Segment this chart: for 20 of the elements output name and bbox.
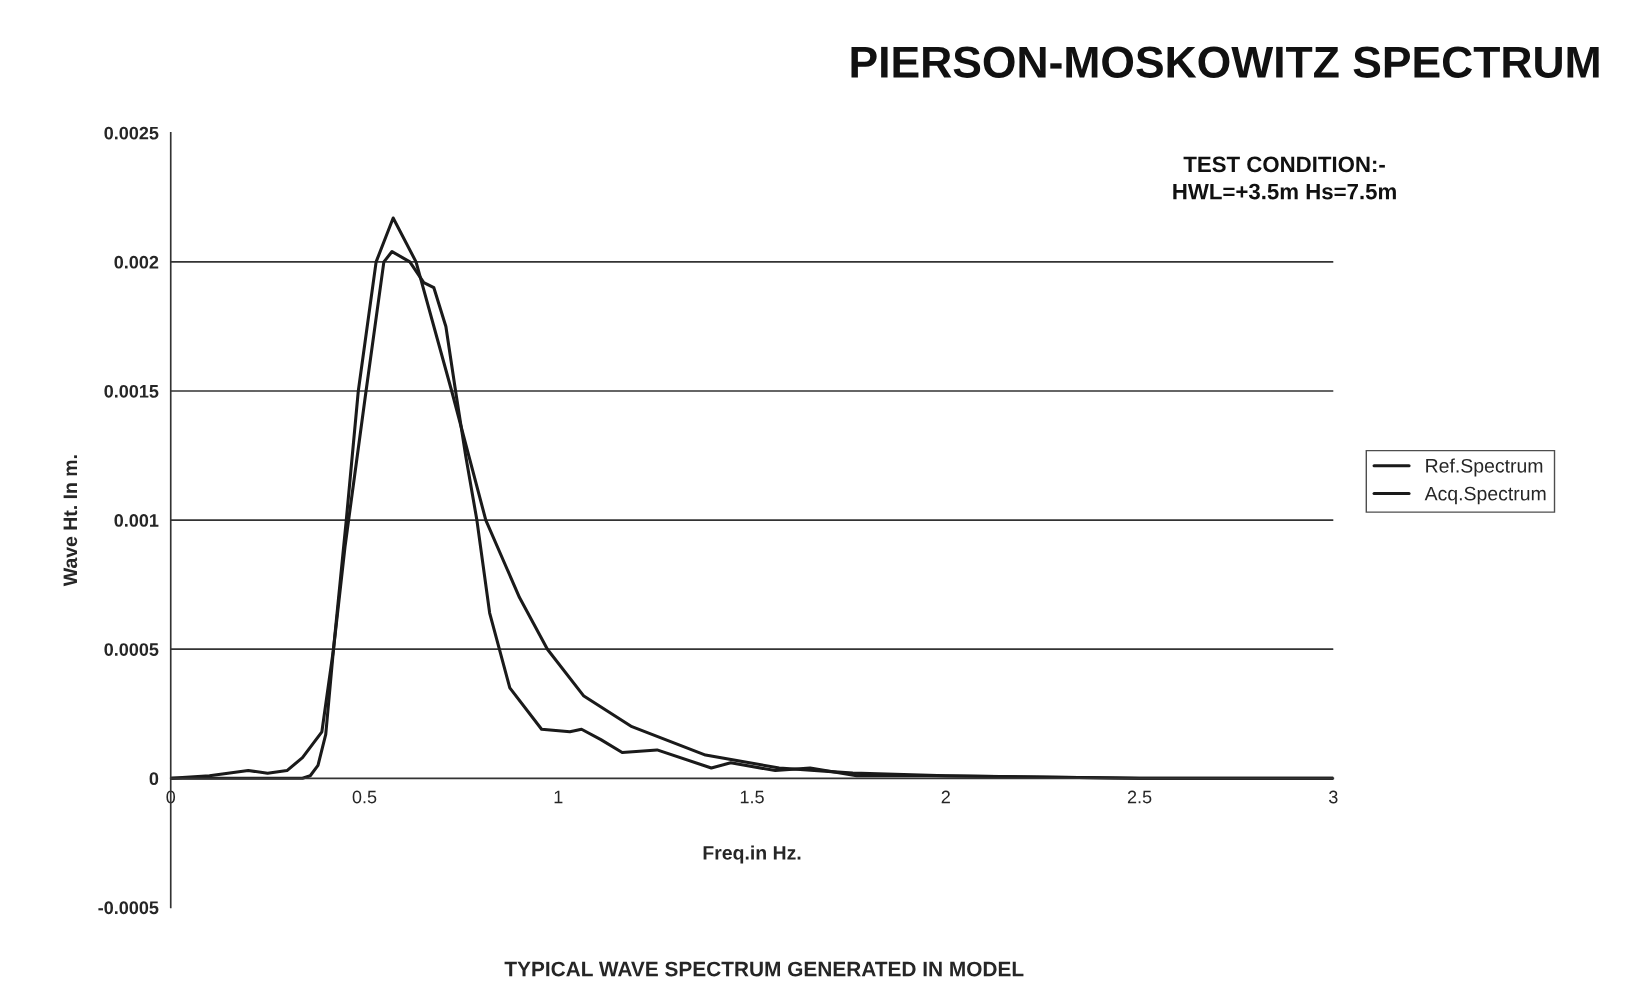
- x-tick-label: 1.5: [740, 790, 764, 804]
- x-axis-title: Freq.in Hz.: [703, 845, 801, 864]
- x-tick-label: 2.5: [1127, 790, 1152, 804]
- x-tick-label: 2: [941, 790, 950, 804]
- y-tick-label: 0.0025: [104, 126, 159, 140]
- y-tick-label: 0: [149, 772, 159, 786]
- text: TEST CONDITION:- HWL=+3.5m Hs=7.5m: [1173, 156, 1396, 200]
- legend-label: Acq.Spectrum: [1424, 486, 1546, 505]
- y-tick-label: 0.002: [114, 255, 159, 269]
- y-tick-label: 0.0005: [104, 643, 159, 656]
- y-axis-title: Wave Ht. In m.: [63, 455, 78, 587]
- y-tick-label: -0.0005: [98, 901, 159, 915]
- x-tick-label: 0.5: [352, 790, 377, 804]
- x-tick-label: 1: [554, 790, 563, 804]
- chart-title: PIERSON-MOSKOWITZ SPECTRUM: [851, 46, 1599, 78]
- y-tick-label: 0.001: [114, 514, 159, 527]
- text: TYPICAL WAVE SPECTRUM GENERATED IN MODEL: [504, 961, 1024, 977]
- y-tick-label: 0.0015: [104, 384, 159, 398]
- legend-label: Ref.Spectrum: [1426, 458, 1543, 477]
- x-tick-label: 3: [1328, 790, 1338, 804]
